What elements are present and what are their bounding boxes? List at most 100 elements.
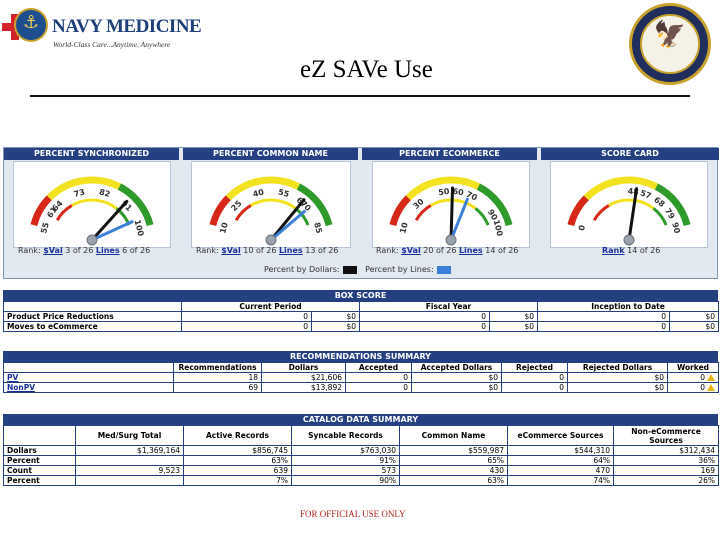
table-cell: 0: [359, 321, 490, 332]
table-cell: $0: [489, 321, 538, 332]
nonpv-link[interactable]: NonPV: [3, 382, 174, 393]
column-header: [3, 362, 174, 373]
table-cell: $0: [668, 311, 720, 322]
table-cell: $0: [567, 372, 668, 383]
gauge-header-score-card: SCORE CARD: [541, 148, 719, 160]
table-row: Percent 63% 91% 65% 64% 36%: [3, 455, 719, 466]
val-rank-value: 3 of 26: [65, 246, 94, 255]
worked-count: 0: [700, 383, 705, 392]
row-label: Moves to eCommerce: [3, 321, 182, 332]
val-rank-link[interactable]: $Val: [401, 246, 421, 255]
val-rank-link[interactable]: $Val: [221, 246, 241, 255]
column-header: Common Name: [399, 425, 508, 446]
department-of-navy-seal: 🦅: [629, 3, 711, 85]
table-cell: 26%: [613, 475, 719, 486]
column-header: Active Records: [183, 425, 292, 446]
gauge-inner-band: [250, 198, 297, 210]
gauge-tick-label: 82: [98, 187, 111, 199]
table-cell: $559,987: [399, 445, 508, 456]
table-cell: 0: [359, 311, 490, 322]
gauge-inner-band: [652, 207, 668, 226]
gauge-band: [405, 176, 481, 201]
table-cell: 7%: [183, 475, 292, 486]
logo-name: NAVY MEDICINE: [52, 16, 202, 37]
table-cell: $856,745: [183, 445, 292, 456]
table-cell: 63%: [183, 455, 292, 466]
lines-needle: [90, 220, 134, 242]
legend-lines-label: Percent by Lines:: [365, 265, 434, 274]
table-cell: 74%: [507, 475, 614, 486]
column-header: Rejected Dollars: [567, 362, 668, 373]
gauge-tick-label: 10: [218, 221, 230, 234]
gauge-band: [117, 183, 154, 227]
table-cell: 18: [173, 372, 262, 383]
navy-medicine-logo: NAVY MEDICINE World-Class Care...Anytime…: [2, 4, 202, 58]
catalog-title: CATALOG DATA SUMMARY: [3, 414, 718, 425]
table-cell: 90%: [291, 475, 400, 486]
gauge-hub: [86, 234, 98, 246]
table-cell: $0: [668, 321, 720, 332]
table-cell: $0: [567, 382, 668, 393]
gauge-header-synchronized: PERCENT SYNCHRONIZED: [4, 148, 179, 160]
table-cell: 0: [181, 321, 312, 332]
gauge-inner-band: [414, 204, 432, 222]
gauge-header-common-name: PERCENT COMMON NAME: [183, 148, 358, 160]
lines-rank-link[interactable]: Lines: [458, 246, 483, 255]
row-label: Percent: [3, 455, 76, 466]
score-rank-link[interactable]: Rank: [602, 246, 625, 255]
table-cell: $21,606: [261, 372, 346, 383]
table-row: Product Price Reductions 0 $0 0 $0 0 $0: [3, 311, 720, 322]
pv-link[interactable]: PV: [3, 372, 174, 383]
column-header: [3, 425, 76, 446]
row-label: Percent: [3, 475, 76, 486]
row-label: Product Price Reductions: [3, 311, 182, 322]
gauge-band: [209, 195, 231, 227]
table-cell: 9,523: [75, 465, 184, 476]
lines-rank-value: 14 of 26: [485, 246, 519, 255]
rank-line-score-card: Rank 14 of 26: [602, 246, 660, 255]
column-header: Fiscal Year: [359, 301, 538, 312]
table-cell: 36%: [613, 455, 719, 466]
gauge-tick-label: 57: [639, 188, 653, 200]
gauge-inner-band: [474, 207, 490, 226]
lines-rank-value: 6 of 26: [122, 246, 151, 255]
catalog-header-row: Med/Surg Total Active Records Syncable R…: [3, 425, 719, 446]
val-rank-value: 20 of 26: [423, 246, 457, 255]
gauge-tick-label: 79: [663, 207, 677, 222]
gauge-band: [389, 195, 411, 227]
column-header: Accepted Dollars: [411, 362, 502, 373]
score-rank-value: 14 of 26: [627, 246, 661, 255]
gauge-inner-band: [608, 198, 655, 210]
gauge-tick-label: 55: [39, 221, 51, 234]
rank-label: Rank:: [196, 246, 219, 255]
gauge-band: [296, 183, 333, 227]
lines-rank-link[interactable]: Lines: [95, 246, 120, 255]
column-header: Accepted: [345, 362, 412, 373]
table-cell: 63%: [399, 475, 508, 486]
table-cell: 64%: [507, 455, 614, 466]
gauge-tick-label: 60: [452, 187, 465, 198]
val-rank-link[interactable]: $Val: [43, 246, 63, 255]
gauge-tick-label: 50: [438, 187, 451, 198]
column-header: Rejected: [501, 362, 568, 373]
gauge-band: [46, 176, 122, 201]
table-cell: $0: [489, 311, 538, 322]
table-row: Count 9,523 639 573 430 470 169: [3, 465, 719, 476]
row-label: Count: [3, 465, 76, 476]
gauge-inner-band: [592, 204, 610, 222]
gauge-tick-label: 100: [492, 219, 505, 238]
seal-inner-ring: [640, 14, 700, 74]
gauge-synchronized: 55 61 64 73 82 91 100: [13, 161, 171, 248]
title-divider: [30, 95, 690, 97]
lines-rank-link[interactable]: Lines: [278, 246, 303, 255]
rank-line-synchronized: Rank: $Val 3 of 26 Lines 6 of 26: [18, 246, 150, 255]
table-row: Percent 7% 90% 63% 74% 26%: [3, 475, 719, 486]
table-cell: $0: [411, 372, 502, 383]
table-cell: 69: [173, 382, 262, 393]
table-cell: 0: [501, 382, 568, 393]
column-header: Dollars: [261, 362, 346, 373]
gauge-band: [476, 183, 513, 227]
table-cell: $1,369,164: [75, 445, 184, 456]
anchor-seal-icon: [14, 8, 48, 42]
dollars-needle: [627, 187, 639, 242]
